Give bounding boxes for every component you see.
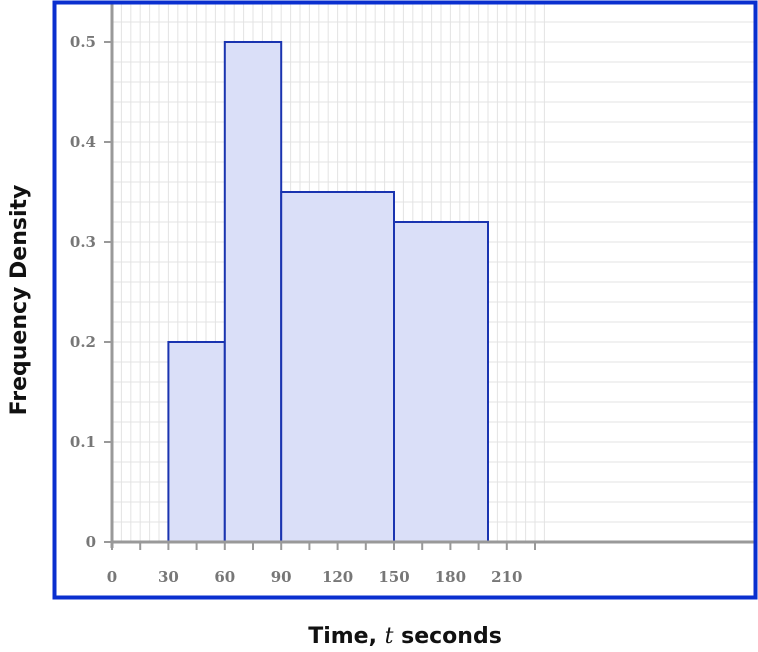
y-tick-label: 0.3 (70, 233, 96, 251)
y-tick-label: 0.4 (70, 133, 96, 151)
histogram-bars (167, 41, 489, 543)
x-tick-label: 30 (158, 568, 179, 586)
histogram-bar (167, 341, 226, 543)
histogram-bar (280, 191, 396, 543)
y-tick-label: 0.5 (70, 33, 96, 51)
y-tick-label: 0.1 (70, 433, 96, 451)
chart-frame (52, 0, 758, 600)
tick-labels: 0 30 60 90 120 150 180 210 0 0.1 0.2 0.3 0.4 0.5 (70, 33, 523, 586)
x-axis-title-variable: t (385, 624, 394, 649)
x-tick-label: 150 (378, 568, 409, 586)
x-tick-label: 120 (322, 568, 353, 586)
x-tick-label: 0 (107, 568, 117, 586)
y-tick-label: 0 (86, 533, 96, 551)
y-tick-label: 0.2 (70, 333, 96, 351)
x-axis-title-suffix: seconds (393, 624, 501, 649)
x-axis-title: Time, t seconds (308, 624, 502, 649)
histogram-bar (223, 41, 283, 543)
histogram-bar (393, 221, 489, 543)
x-tick-label: 210 (491, 568, 522, 586)
axes (104, 4, 754, 550)
x-tick-label: 60 (214, 568, 235, 586)
y-axis-title: Frequency Density (7, 185, 32, 416)
x-tick-label: 180 (435, 568, 466, 586)
x-tick-label: 90 (271, 568, 292, 586)
x-axis-title-prefix: Time, (308, 624, 384, 649)
